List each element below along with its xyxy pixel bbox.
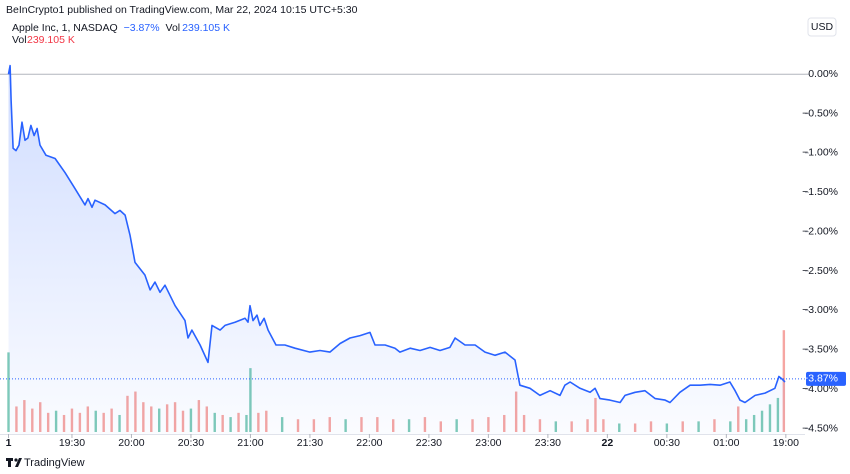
y-tick-label: −2.00%: [802, 225, 838, 237]
x-tick-label: 19:00: [773, 437, 799, 449]
legend-symbol: Apple Inc, 1, NASDAQ: [12, 22, 118, 34]
currency-box[interactable]: [807, 17, 837, 37]
x-tick-label: 20:30: [178, 437, 204, 449]
y-tick-label: −1.50%: [802, 186, 838, 198]
x-tick-label: 22:00: [356, 437, 382, 449]
y-tick-label: 0.00%: [808, 68, 838, 80]
legend-vol-label: Vol: [166, 22, 181, 34]
volume-label: Vol: [12, 34, 27, 46]
price-line: [7, 64, 786, 404]
x-tick-label: 22: [602, 437, 614, 449]
brand: TradingView: [24, 457, 85, 469]
x-tick-label: 01:00: [713, 437, 739, 449]
x-tick-label: 20:00: [118, 437, 144, 449]
brand-logo: [6, 458, 22, 467]
y-tick-label: −0.50%: [802, 107, 838, 119]
last-price-box: [806, 371, 846, 386]
volume-value: 239.105 K: [27, 34, 75, 46]
last-price-label: −3.87%: [802, 373, 838, 385]
x-tick-label: 23:00: [475, 437, 501, 449]
x-tick-label: 1: [6, 437, 12, 449]
x-tick-label: 22:30: [416, 437, 442, 449]
y-tick-label: −4.50%: [802, 422, 838, 434]
x-tick-label: 21:00: [237, 437, 263, 449]
legend-vol-value: 239.105 K: [182, 22, 230, 34]
area: [8, 65, 785, 434]
x-tick-label: 19:30: [59, 437, 85, 449]
y-tick-label: −4.00%: [802, 383, 838, 395]
x-tick-label: 21:30: [297, 437, 323, 449]
y-tick-label: −2.50%: [802, 265, 838, 277]
y-tick-label: −3.00%: [802, 304, 838, 316]
header: BeInCrypto1 published on TradingView.com…: [6, 4, 358, 16]
x-tick-label: 00:30: [654, 437, 680, 449]
currency[interactable]: USD: [811, 21, 834, 33]
y-tick-label: −1.00%: [802, 147, 838, 159]
y-tick-label: −3.50%: [802, 344, 838, 356]
x-tick-label: 23:30: [535, 437, 561, 449]
legend-change: −3.87%: [124, 22, 160, 34]
